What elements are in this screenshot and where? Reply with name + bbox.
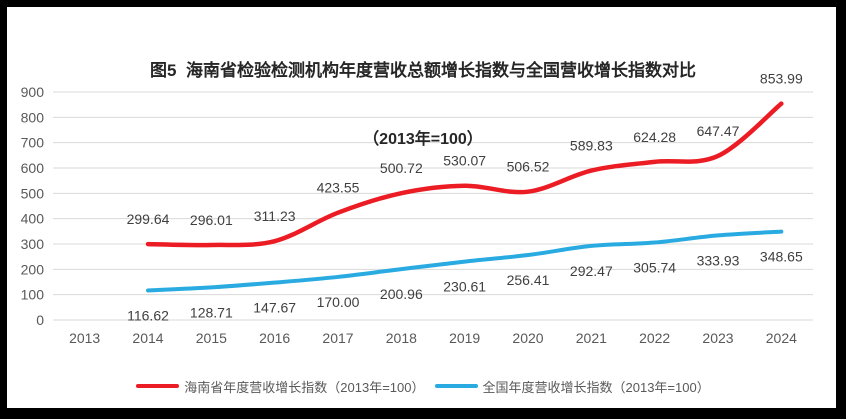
x-tick-label: 2020 <box>512 330 543 346</box>
y-tick-label: 900 <box>21 84 45 100</box>
data-label: 230.61 <box>443 279 486 295</box>
data-label: 423.55 <box>317 180 360 196</box>
data-label: 128.71 <box>190 304 233 320</box>
data-label: 624.28 <box>633 129 676 145</box>
y-tick-label: 800 <box>21 109 45 125</box>
x-tick-label: 2013 <box>69 330 100 346</box>
legend-item-hainan: 海南省年度营收增长指数（2013年=100） <box>136 377 425 396</box>
x-tick-label: 2018 <box>386 330 417 346</box>
x-tick-label: 2024 <box>766 330 797 346</box>
data-label: 500.72 <box>380 160 423 176</box>
series-line-hainan <box>145 101 784 248</box>
chart-title-line2: （2013年=100） <box>363 131 483 148</box>
y-axis-tick-labels: 0 100 200 300 400 500 600 700 800 900 <box>21 84 45 328</box>
x-tick-label: 2023 <box>702 330 733 346</box>
data-label: 333.93 <box>697 252 740 268</box>
data-label: 311.23 <box>254 208 296 224</box>
data-label: 256.41 <box>507 272 550 288</box>
data-label: 348.65 <box>760 249 803 265</box>
data-label: 147.67 <box>253 300 296 316</box>
legend-swatch-hainan <box>136 384 180 388</box>
x-tick-label: 2016 <box>259 330 290 346</box>
x-tick-label: 2017 <box>322 330 353 346</box>
y-tick-label: 300 <box>21 236 45 252</box>
x-axis-tick-labels: 2013 2014 2015 2016 2017 2018 2019 2020 2021 2022… <box>69 330 797 346</box>
series-line-national <box>146 229 784 293</box>
data-label: 292.47 <box>570 263 613 279</box>
y-tick-label: 0 <box>36 312 44 328</box>
data-label: 589.83 <box>570 138 613 154</box>
chart-title: 图5 海南省检验检测机构年度营收总额增长指数与全国营收增长指数对比 （2013年… <box>0 13 846 197</box>
y-tick-label: 500 <box>21 185 45 201</box>
y-tick-label: 100 <box>21 287 45 303</box>
legend-item-national: 全国年度营收增长指数（2013年=100） <box>434 377 710 396</box>
legend-swatch-national <box>434 384 478 388</box>
y-tick-label: 700 <box>21 135 45 151</box>
data-labels-national: 116.62 128.71 147.67 170.00 200.96 230.61 256.… <box>127 249 803 324</box>
chart-legend: 海南省年度营收增长指数（2013年=100） 全国年度营收增长指数（2013年=1… <box>0 376 846 396</box>
data-label: 170.00 <box>317 294 360 310</box>
data-label: 296.01 <box>190 212 233 228</box>
y-tick-label: 200 <box>21 261 45 277</box>
data-label: 530.07 <box>443 153 486 169</box>
y-tick-label: 600 <box>21 160 45 176</box>
x-tick-label: 2021 <box>576 330 607 346</box>
data-label: 116.62 <box>127 307 169 323</box>
x-tick-label: 2019 <box>449 330 480 346</box>
data-labels-hainan: 299.64 296.01 311.23 423.55 500.72 530.07 506.… <box>127 71 803 228</box>
data-label: 647.47 <box>697 123 740 139</box>
legend-label-hainan: 海南省年度营收增长指数（2013年=100） <box>184 379 425 395</box>
chart-title-line1: 图5 海南省检验检测机构年度营收总额增长指数与全国营收增长指数对比 <box>150 61 696 80</box>
data-label: 200.96 <box>380 286 423 302</box>
x-tick-label: 2022 <box>639 330 670 346</box>
data-label: 305.74 <box>633 260 676 276</box>
x-tick-label: 2014 <box>132 330 163 346</box>
y-tick-label: 400 <box>21 211 45 227</box>
x-tick-label: 2015 <box>196 330 227 346</box>
legend-label-national: 全国年度营收增长指数（2013年=100） <box>482 379 710 395</box>
data-label: 299.64 <box>127 211 170 227</box>
data-label: 853.99 <box>760 71 803 87</box>
data-label: 506.52 <box>507 159 550 175</box>
